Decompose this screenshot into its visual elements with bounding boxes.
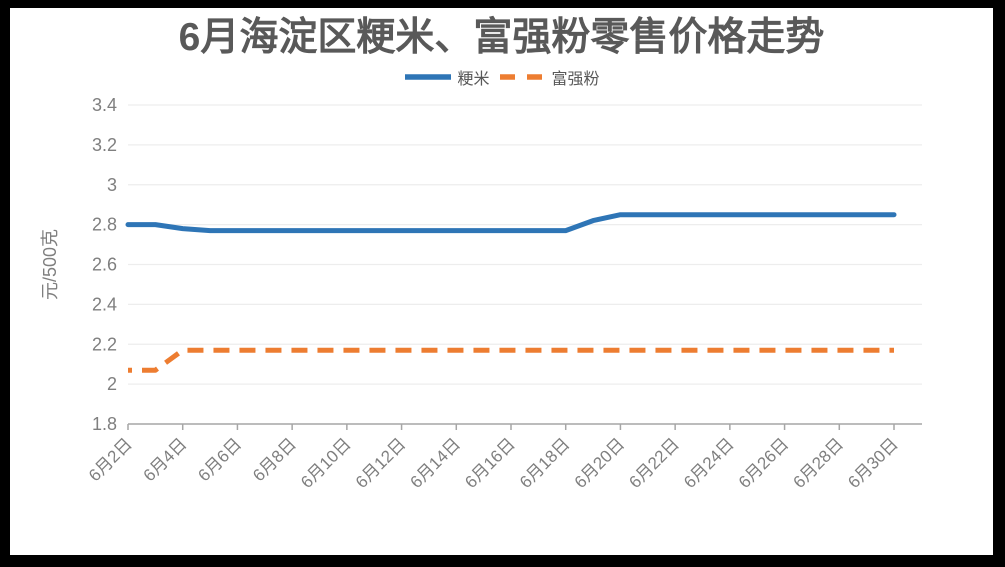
legend-label: 粳米 — [457, 71, 490, 88]
series-line-1 — [128, 347, 894, 373]
y-tick-label: 3.2 — [92, 135, 117, 155]
series-line-0 — [125, 212, 897, 234]
x-tick-label: 6月28日 — [790, 434, 848, 492]
y-tick-label: 2.2 — [92, 334, 117, 354]
x-tick-label: 6月20日 — [571, 434, 629, 492]
y-tick-label: 1.8 — [92, 414, 117, 434]
x-tick-label: 6月22日 — [625, 434, 683, 492]
x-tick-label: 6月10日 — [297, 434, 355, 492]
y-tick-label: 2.6 — [92, 255, 117, 275]
x-tick-label: 6月30日 — [844, 434, 902, 492]
legend-label: 富强粉 — [551, 71, 600, 88]
chart-canvas: 6月海淀区粳米、富强粉零售价格走势 粳米 富强粉 1.8 2 2.2 2.4 2.6 2.8… — [10, 8, 993, 555]
x-tick-label: 6月8日 — [249, 434, 300, 485]
y-tick-label: 2 — [107, 374, 117, 394]
y-tick-label: 2.4 — [92, 294, 117, 314]
x-tick-label: 6月6日 — [194, 434, 245, 485]
x-tick-label: 6月16日 — [461, 434, 519, 492]
y-tick-label: 2.8 — [92, 215, 117, 235]
x-tick-label: 6月2日 — [85, 434, 136, 485]
plot-area: 1.8 2 2.2 2.4 2.6 2.8 3 3.2 3.4 元/500克 6月2日 6月4日 6月6… — [40, 95, 922, 492]
chart-legend: 粳米 富强粉 — [10, 65, 993, 89]
legend-solid-line-swatch — [405, 74, 452, 80]
x-tick-label: 6月26日 — [735, 434, 793, 492]
legend-dashed-line-swatch — [499, 74, 546, 80]
y-axis-title: 元/500克 — [40, 229, 60, 300]
y-tick-label: 3 — [107, 175, 117, 195]
legend-item-1: 富强粉 — [498, 65, 600, 89]
chart-title: 6月海淀区粳米、富强粉零售价格走势 — [178, 16, 825, 59]
x-tick-label: 6月18日 — [516, 434, 574, 492]
x-tick-label: 6月12日 — [352, 434, 410, 492]
x-tick-label: 6月14日 — [407, 434, 465, 492]
x-tick-label: 6月4日 — [140, 434, 191, 485]
y-tick-label: 3.4 — [92, 95, 117, 115]
x-tick-label: 6月24日 — [680, 434, 738, 492]
legend-item-0: 粳米 — [403, 65, 490, 89]
